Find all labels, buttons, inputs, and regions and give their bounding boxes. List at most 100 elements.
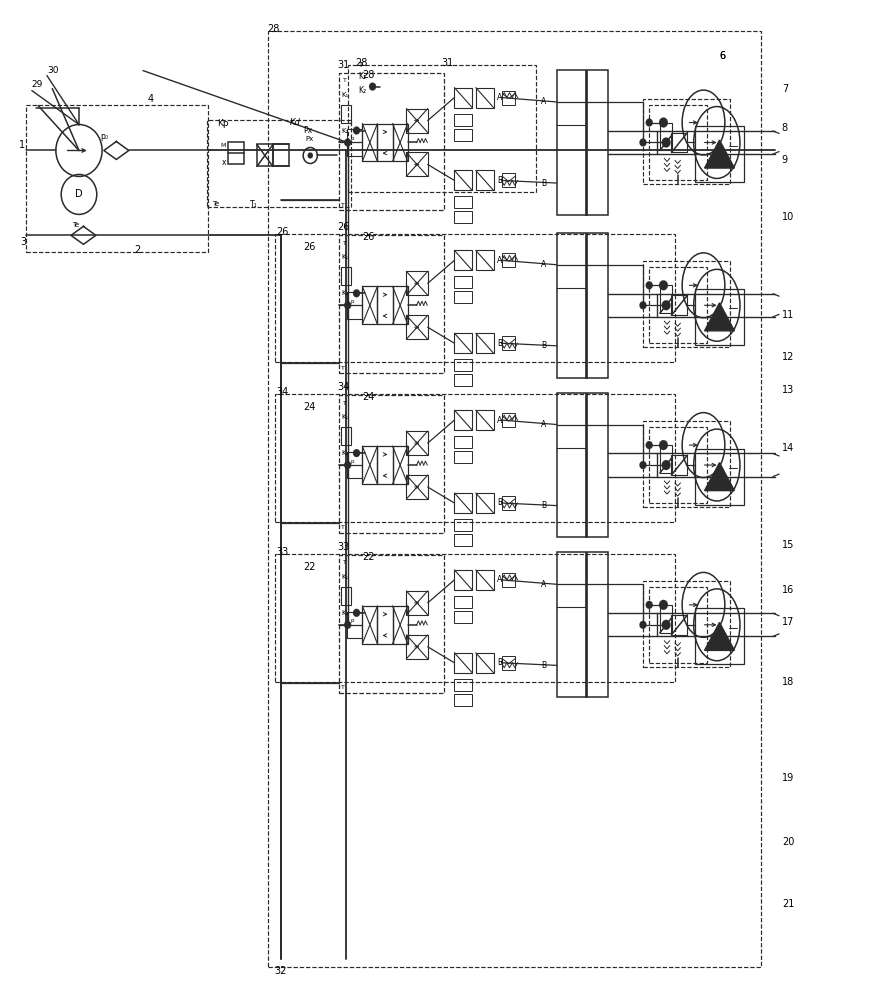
Bar xyxy=(476,410,494,430)
Bar xyxy=(406,475,428,499)
Bar xyxy=(454,596,472,608)
Bar xyxy=(406,591,428,615)
Text: 26: 26 xyxy=(303,242,315,252)
Circle shape xyxy=(640,139,647,146)
Circle shape xyxy=(344,461,351,469)
Text: K₁: K₁ xyxy=(341,414,348,420)
Bar xyxy=(650,427,707,503)
Text: B: B xyxy=(541,341,546,350)
Circle shape xyxy=(662,620,671,630)
Bar xyxy=(643,99,731,184)
Bar xyxy=(363,606,378,644)
Text: 28: 28 xyxy=(362,70,374,80)
Text: B: B xyxy=(497,176,503,185)
Bar xyxy=(476,653,494,673)
Bar xyxy=(378,446,393,484)
Text: K₁: K₁ xyxy=(358,72,366,81)
Circle shape xyxy=(662,138,671,147)
Bar xyxy=(340,267,351,285)
Bar xyxy=(585,233,586,378)
Bar xyxy=(454,359,472,371)
Bar xyxy=(672,615,688,635)
Text: Px: Px xyxy=(303,126,312,135)
Bar xyxy=(650,587,707,663)
Text: K₂: K₂ xyxy=(341,610,348,616)
Bar xyxy=(476,333,494,353)
Text: 28: 28 xyxy=(355,58,367,68)
Text: A: A xyxy=(541,260,546,269)
Text: T: T xyxy=(343,401,347,406)
Text: 3: 3 xyxy=(20,237,27,247)
Bar xyxy=(393,446,408,484)
Bar xyxy=(454,519,472,531)
Bar xyxy=(340,587,351,605)
Bar xyxy=(672,455,688,475)
Text: A: A xyxy=(497,93,503,102)
Polygon shape xyxy=(705,463,734,491)
Text: 7: 7 xyxy=(781,84,788,94)
Text: 6: 6 xyxy=(720,51,725,61)
Text: B: B xyxy=(541,501,546,510)
Bar xyxy=(339,235,444,373)
Bar xyxy=(274,234,675,362)
Bar xyxy=(406,431,428,455)
Text: 1: 1 xyxy=(20,140,26,150)
Text: T₁: T₁ xyxy=(249,200,257,209)
Bar xyxy=(340,105,351,123)
Bar xyxy=(660,445,673,473)
Text: A: A xyxy=(497,575,503,584)
Bar xyxy=(347,129,363,156)
Circle shape xyxy=(640,621,647,629)
Bar xyxy=(378,124,393,161)
Bar xyxy=(406,635,428,659)
Circle shape xyxy=(353,289,360,297)
Text: Px: Px xyxy=(306,136,315,142)
Bar xyxy=(454,611,472,623)
Bar xyxy=(454,291,472,303)
Text: K₂: K₂ xyxy=(341,128,348,134)
Text: 33: 33 xyxy=(276,547,289,557)
Circle shape xyxy=(353,127,360,135)
Bar xyxy=(339,73,444,210)
Text: 18: 18 xyxy=(781,677,794,687)
Circle shape xyxy=(307,152,313,158)
Circle shape xyxy=(646,441,653,449)
Text: 31: 31 xyxy=(441,58,454,68)
Text: T: T xyxy=(358,62,363,68)
Bar xyxy=(227,142,243,164)
Circle shape xyxy=(344,301,351,309)
Text: 30: 30 xyxy=(47,66,59,75)
Text: T: T xyxy=(340,685,345,690)
Bar xyxy=(363,124,378,161)
Bar xyxy=(643,581,731,667)
Bar xyxy=(378,286,393,324)
Text: K₁: K₁ xyxy=(341,92,348,98)
Bar xyxy=(476,88,494,108)
Text: T: T xyxy=(343,241,347,246)
Text: 26: 26 xyxy=(362,232,374,242)
Bar xyxy=(454,570,472,590)
Bar xyxy=(347,65,536,192)
Text: 29: 29 xyxy=(32,80,43,89)
Text: A: A xyxy=(541,580,546,589)
Text: T: T xyxy=(343,78,347,83)
Text: T: T xyxy=(340,525,345,530)
Text: B: B xyxy=(541,661,546,670)
Bar xyxy=(503,336,515,350)
Text: 32: 32 xyxy=(274,966,287,976)
Bar xyxy=(273,144,289,166)
Text: 28: 28 xyxy=(267,24,280,34)
Bar xyxy=(660,285,673,313)
Text: T: T xyxy=(340,366,345,371)
Bar xyxy=(695,126,744,182)
Text: 26: 26 xyxy=(276,227,289,237)
Text: Kp: Kp xyxy=(217,119,228,128)
Text: 9: 9 xyxy=(781,155,788,165)
Text: A: A xyxy=(497,416,503,425)
Bar xyxy=(257,144,273,166)
Text: Kd: Kd xyxy=(290,118,300,127)
Bar xyxy=(406,109,428,133)
Circle shape xyxy=(659,280,668,290)
Bar xyxy=(503,496,515,510)
Text: D: D xyxy=(75,189,83,199)
